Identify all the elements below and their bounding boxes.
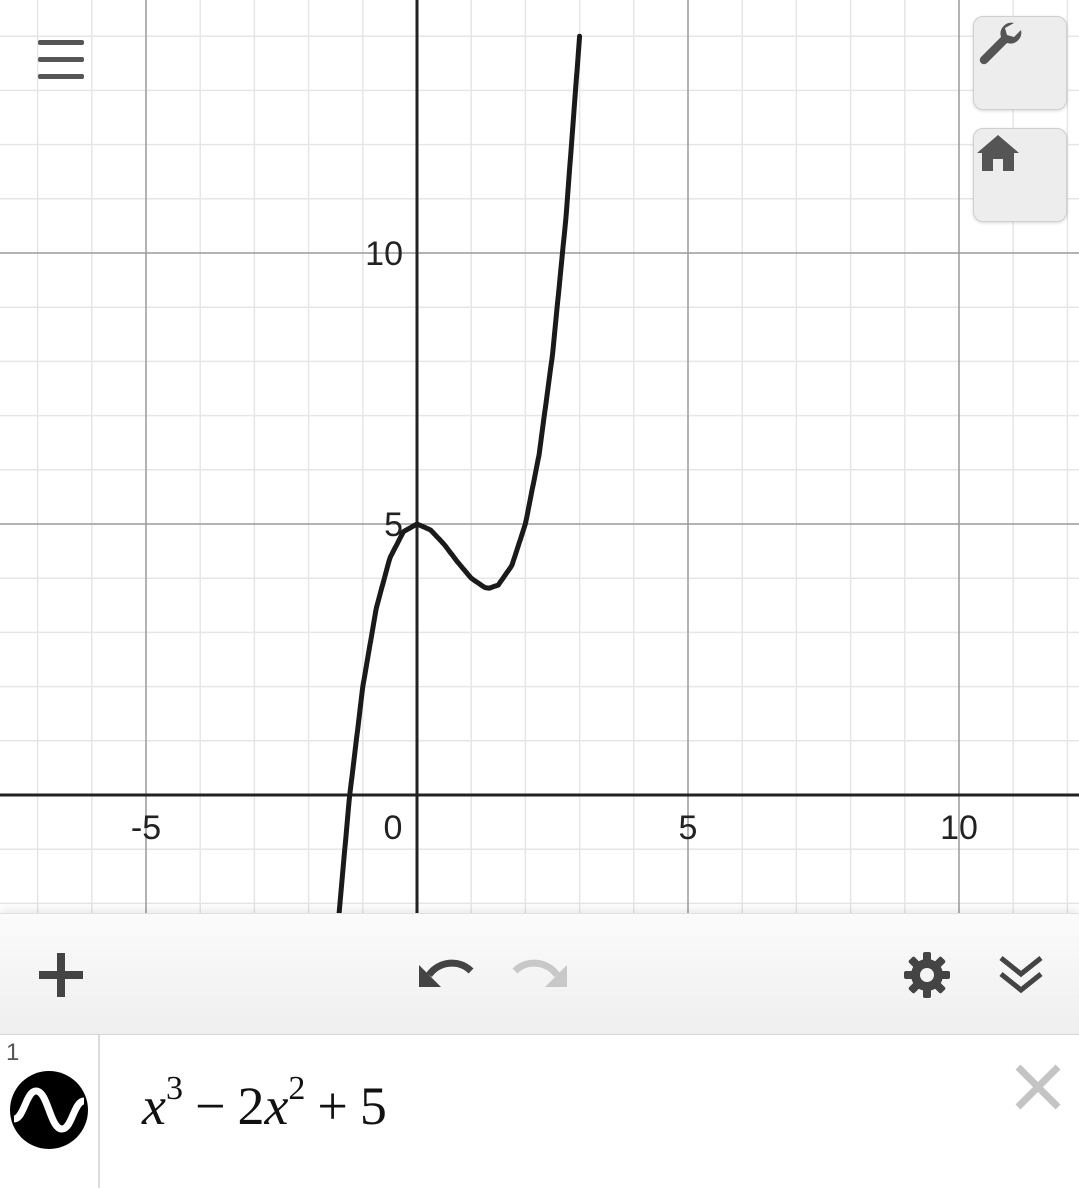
redo-button[interactable] <box>508 944 574 1006</box>
expression-gutter: 1 <box>0 1035 100 1188</box>
settings-button[interactable] <box>898 946 956 1004</box>
delete-expression-button[interactable] <box>1006 1057 1070 1121</box>
expression-input[interactable]: x3−2x2 +5 <box>142 1070 387 1165</box>
expression-visibility-toggle[interactable] <box>10 1071 88 1149</box>
menu-button[interactable] <box>30 32 92 88</box>
math-variable: x <box>264 1076 289 1136</box>
plus-icon <box>39 953 83 997</box>
hamburger-bar <box>38 57 84 62</box>
x-tick-label: -5 <box>131 809 161 847</box>
home-icon <box>977 135 1019 171</box>
math-operator: + <box>317 1076 348 1136</box>
x-tick-label: 5 <box>679 809 698 847</box>
add-item-button[interactable] <box>30 944 92 1006</box>
double-chevron-down-icon <box>999 956 1043 994</box>
x-tick-label: 0 <box>384 809 403 847</box>
function-curve <box>336 33 583 913</box>
y-tick-label: 5 <box>384 506 403 544</box>
home-zoom-button[interactable] <box>973 128 1067 222</box>
close-icon <box>1015 1064 1061 1110</box>
undo-icon <box>419 959 474 987</box>
wrench-icon <box>979 22 1022 65</box>
redo-icon <box>512 959 567 987</box>
undo-button[interactable] <box>412 944 478 1006</box>
expression-list: 1 x3−2x2 +5 <box>0 1035 1079 1188</box>
x-tick-label: 10 <box>940 809 978 847</box>
expression-toolbar <box>0 913 1079 1036</box>
hamburger-bar <box>38 40 84 45</box>
math-coefficient: 2 <box>237 1076 265 1136</box>
math-exponent: 2 <box>288 1070 306 1107</box>
gear-icon <box>904 952 950 998</box>
y-tick-label: 10 <box>365 235 403 273</box>
math-exponent: 3 <box>165 1070 183 1107</box>
graph-svg[interactable]: -5 0 5 10 5 10 <box>0 0 1079 913</box>
sine-wave-icon <box>12 1087 86 1133</box>
math-variable: x <box>142 1076 166 1136</box>
graph-settings-button[interactable] <box>973 16 1067 110</box>
expression-index: 1 <box>6 1039 20 1066</box>
graph-canvas[interactable]: -5 0 5 10 5 10 <box>0 0 1079 913</box>
math-constant: 5 <box>359 1076 387 1136</box>
collapse-list-button[interactable] <box>992 946 1050 1004</box>
hamburger-bar <box>38 74 84 79</box>
math-operator: − <box>194 1076 226 1136</box>
